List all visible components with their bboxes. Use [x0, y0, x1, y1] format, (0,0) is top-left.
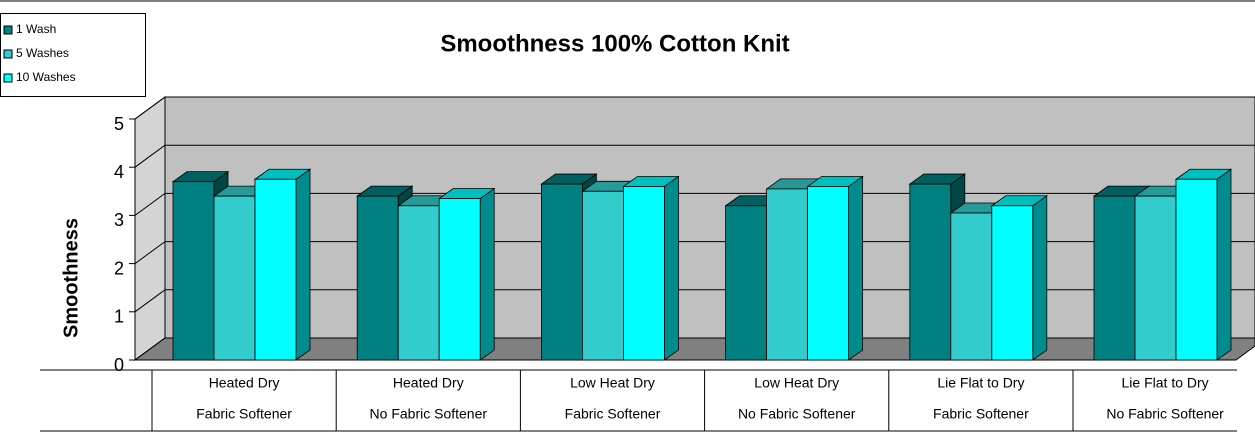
legend-swatch	[3, 25, 13, 35]
bar	[582, 190, 624, 361]
side-wall	[134, 96, 166, 361]
y-tick-label: 5	[114, 114, 124, 134]
grid-line-side	[134, 289, 166, 313]
chart-title: Smoothness 100% Cotton Knit	[440, 30, 789, 57]
y-tick-label: 1	[114, 307, 124, 327]
y-tick-label: 3	[114, 210, 124, 230]
bar	[1093, 195, 1136, 361]
grid-line-side	[134, 192, 166, 216]
bar-side	[664, 175, 679, 361]
bar	[623, 186, 665, 361]
y-axis-label: Smoothness	[60, 218, 82, 338]
x-tick-label: Low Heat Dry	[754, 375, 839, 391]
back-wall	[164, 96, 1255, 339]
bar	[213, 195, 256, 361]
bar	[991, 205, 1034, 361]
x-tick-label: Fabric Softener	[933, 406, 1029, 422]
bar	[172, 181, 215, 361]
x-tick-label: No Fabric Softener	[370, 406, 488, 422]
bar	[356, 195, 399, 361]
x-tick-label: Heated Dry	[209, 375, 280, 391]
legend-label: 10 Washes	[16, 70, 76, 84]
grid-line-side	[134, 337, 166, 361]
legend-box	[0, 13, 146, 97]
bar	[1175, 178, 1218, 361]
bar	[725, 205, 767, 361]
bar-side	[1216, 168, 1232, 361]
grid-line-side	[134, 241, 166, 265]
grid-line-side	[134, 96, 166, 120]
y-tick-label: 4	[114, 162, 124, 182]
x-tick-label: Heated Dry	[393, 375, 464, 391]
x-tick-label: Lie Flat to Dry	[937, 375, 1024, 391]
x-tick-label: Low Heat Dry	[570, 375, 655, 391]
bar	[807, 186, 849, 361]
y-tick-label: 2	[114, 258, 124, 278]
bar	[438, 198, 481, 361]
bar	[909, 183, 952, 361]
bar	[766, 188, 808, 361]
legend-label: 5 Washes	[16, 46, 69, 60]
legend-label: 1 Wash	[16, 22, 56, 36]
bar	[397, 205, 440, 361]
x-tick-label: Lie Flat to Dry	[1122, 375, 1209, 391]
bar	[1134, 195, 1177, 361]
y-tick-label: 0	[114, 355, 124, 375]
bar-side	[848, 175, 863, 361]
bar-side	[295, 168, 311, 361]
legend-swatch	[3, 49, 13, 59]
bar	[541, 183, 583, 361]
bar	[254, 178, 297, 361]
bar-side	[479, 187, 495, 361]
bar-side	[1032, 194, 1048, 361]
x-tick-label: Fabric Softener	[196, 406, 292, 422]
grid-line-side	[134, 144, 166, 168]
x-tick-label: No Fabric Softener	[738, 406, 856, 422]
x-tick-label: Fabric Softener	[565, 406, 661, 422]
legend-swatch	[3, 73, 13, 83]
bar	[950, 212, 993, 361]
x-tick-label: No Fabric Softener	[1106, 406, 1224, 422]
